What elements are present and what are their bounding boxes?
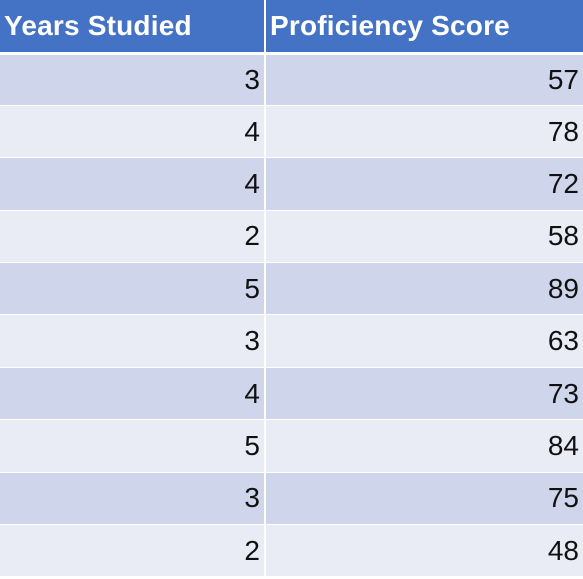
cell-proficiency-score: 63: [265, 314, 583, 368]
cell-proficiency-score: 89: [265, 262, 583, 316]
header-row: Years Studied Proficiency Score: [0, 0, 583, 55]
table-row: 4 78: [0, 105, 583, 159]
table-row: 2 48: [0, 524, 583, 578]
table-row: 3 75: [0, 472, 583, 526]
cell-proficiency-score: 75: [265, 472, 583, 526]
cell-years-studied: 3: [0, 472, 266, 526]
column-header-proficiency-score: Proficiency Score: [265, 0, 583, 55]
table-header: Years Studied Proficiency Score: [0, 0, 583, 55]
table-row: 4 73: [0, 367, 583, 421]
cell-proficiency-score: 48: [265, 524, 583, 578]
cell-years-studied: 5: [0, 262, 266, 316]
table-row: 3 63: [0, 314, 583, 368]
cell-years-studied: 2: [0, 524, 266, 578]
cell-years-studied: 3: [0, 53, 266, 106]
cell-proficiency-score: 78: [265, 105, 583, 159]
cell-proficiency-score: 58: [265, 210, 583, 264]
cell-proficiency-score: 73: [265, 367, 583, 421]
table-body: 3 57 4 78 4 72 2 58 5 89 3 63: [0, 53, 583, 578]
cell-years-studied: 4: [0, 105, 266, 159]
column-header-years-studied: Years Studied: [0, 0, 266, 55]
table-row: 5 89: [0, 262, 583, 316]
table-row: 5 84: [0, 419, 583, 473]
cell-years-studied: 2: [0, 210, 266, 264]
table-row: 4 72: [0, 157, 583, 211]
cell-years-studied: 4: [0, 157, 266, 211]
table-row: 3 57: [0, 53, 583, 106]
cell-proficiency-score: 72: [265, 157, 583, 211]
table-row: 2 58: [0, 210, 583, 264]
cell-years-studied: 3: [0, 314, 266, 368]
cell-proficiency-score: 57: [265, 53, 583, 106]
cell-years-studied: 4: [0, 367, 266, 421]
cell-years-studied: 5: [0, 419, 266, 473]
cell-proficiency-score: 84: [265, 419, 583, 473]
